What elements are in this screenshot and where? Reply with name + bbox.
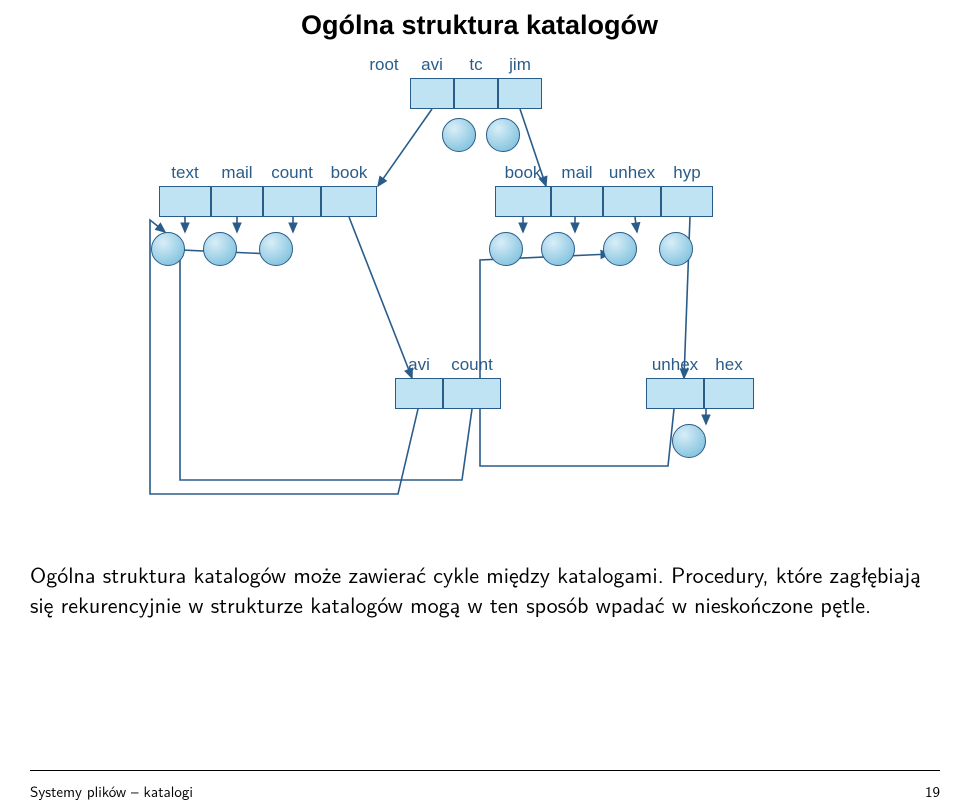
page-title-text: Ogólna struktura katalogów xyxy=(301,10,658,40)
file-sphere xyxy=(672,424,706,458)
dir-label: book xyxy=(321,163,377,183)
dir-label: avi xyxy=(395,355,443,375)
footer-right-text: 19 xyxy=(925,780,940,802)
dir-label: count xyxy=(443,355,501,375)
dir-box xyxy=(410,78,454,109)
dir-box xyxy=(211,186,263,217)
footer-right: 19 xyxy=(925,780,940,802)
dir-box xyxy=(443,378,501,409)
footer-rule xyxy=(30,770,940,771)
file-sphere xyxy=(486,118,520,152)
file-sphere xyxy=(659,232,693,266)
dir-box xyxy=(495,186,551,217)
dir-label: tc xyxy=(454,55,498,75)
dir-label: text xyxy=(159,163,211,183)
root-label: root xyxy=(362,55,406,75)
footer-left: Systemy plików – katalogi xyxy=(30,780,193,802)
dir-label: jim xyxy=(498,55,542,75)
dir-label: unhex xyxy=(646,355,704,375)
file-sphere xyxy=(203,232,237,266)
dir-box xyxy=(263,186,321,217)
dir-label: mail xyxy=(211,163,263,183)
dir-label: hyp xyxy=(661,163,713,183)
file-sphere xyxy=(151,232,185,266)
body-paragraph-text: Ogólna struktura katalogów może zawierać… xyxy=(30,558,921,620)
dir-label: book xyxy=(495,163,551,183)
dir-box xyxy=(704,378,754,409)
file-sphere xyxy=(259,232,293,266)
dir-box xyxy=(603,186,661,217)
dir-box xyxy=(498,78,542,109)
dir-label: avi xyxy=(410,55,454,75)
dir-box xyxy=(646,378,704,409)
body-paragraph: Ogólna struktura katalogów może zawierać… xyxy=(30,560,930,619)
file-sphere xyxy=(603,232,637,266)
file-sphere xyxy=(489,232,523,266)
dir-box xyxy=(661,186,713,217)
dir-label: hex xyxy=(704,355,754,375)
dir-label: mail xyxy=(551,163,603,183)
dir-label: count xyxy=(263,163,321,183)
dir-box xyxy=(321,186,377,217)
page-title: Ogólna struktura katalogów xyxy=(0,10,959,41)
dir-box xyxy=(551,186,603,217)
dir-box xyxy=(395,378,443,409)
file-sphere xyxy=(442,118,476,152)
dir-box xyxy=(454,78,498,109)
dir-box xyxy=(159,186,211,217)
footer-left-text: Systemy plików – katalogi xyxy=(30,780,193,802)
dir-label: unhex xyxy=(603,163,661,183)
file-sphere xyxy=(541,232,575,266)
